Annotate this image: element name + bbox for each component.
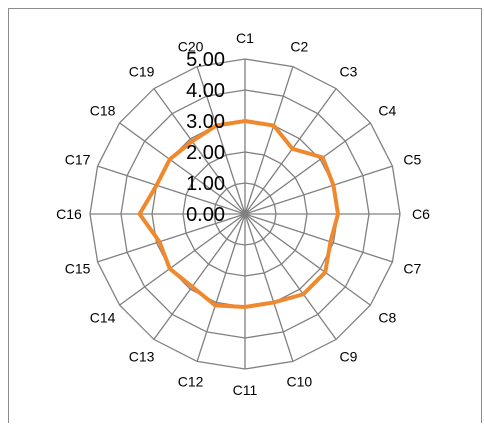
category-label: C3	[339, 64, 357, 80]
tick-label: 5.00	[186, 49, 225, 71]
category-label: C2	[290, 39, 308, 55]
tick-label: 2.00	[186, 142, 225, 164]
grid-spoke	[153, 88, 246, 215]
grid-spoke	[153, 213, 246, 340]
category-label: C13	[129, 348, 155, 364]
category-label: C16	[56, 206, 82, 222]
grid-spoke	[119, 122, 246, 215]
category-label: C15	[65, 260, 91, 276]
grid-spoke	[244, 122, 371, 215]
category-label: C18	[90, 103, 116, 119]
category-label: C9	[339, 348, 357, 364]
grid-spoke	[196, 213, 246, 362]
category-label: C7	[403, 260, 421, 276]
category-label: C10	[287, 373, 313, 389]
grid-spoke	[97, 213, 246, 263]
category-labels: C1 C2 C3 C4 C5 C6 C7 C8 C9 C10 C11 C12 C13 C14 C15 C16 C…	[56, 30, 430, 398]
grid-spoke	[97, 165, 246, 215]
category-label: C5	[403, 152, 421, 168]
category-label: C8	[378, 309, 396, 325]
category-label: C14	[90, 309, 116, 325]
category-label: C4	[378, 103, 396, 119]
series-line	[137, 118, 341, 310]
series-layer	[137, 118, 341, 310]
grid-spoke	[119, 213, 246, 306]
grid-spoke	[244, 213, 294, 362]
category-label: C11	[233, 382, 258, 398]
grid-spoke	[196, 66, 246, 215]
radar-grid	[89, 58, 401, 370]
category-label: C17	[65, 152, 91, 168]
tick-label: 0.00	[186, 204, 225, 226]
grid-spoke	[244, 165, 393, 215]
category-label: C6	[412, 206, 430, 222]
category-label: C20	[178, 39, 204, 55]
grid-spoke	[244, 88, 337, 215]
grid-spoke	[244, 213, 337, 340]
grid-spoke	[244, 213, 371, 306]
tick-label: 4.00	[186, 80, 225, 102]
tick-label: 3.00	[186, 111, 225, 133]
category-label: C1	[236, 30, 254, 46]
radial-tick-labels: 0.00 1.00 2.00 3.00 4.00 5.00	[186, 49, 225, 226]
category-label: C12	[178, 373, 204, 389]
grid-spoke	[244, 66, 294, 215]
grid-spoke	[244, 213, 393, 263]
category-label: C19	[129, 64, 155, 80]
tick-label: 1.00	[186, 173, 225, 195]
